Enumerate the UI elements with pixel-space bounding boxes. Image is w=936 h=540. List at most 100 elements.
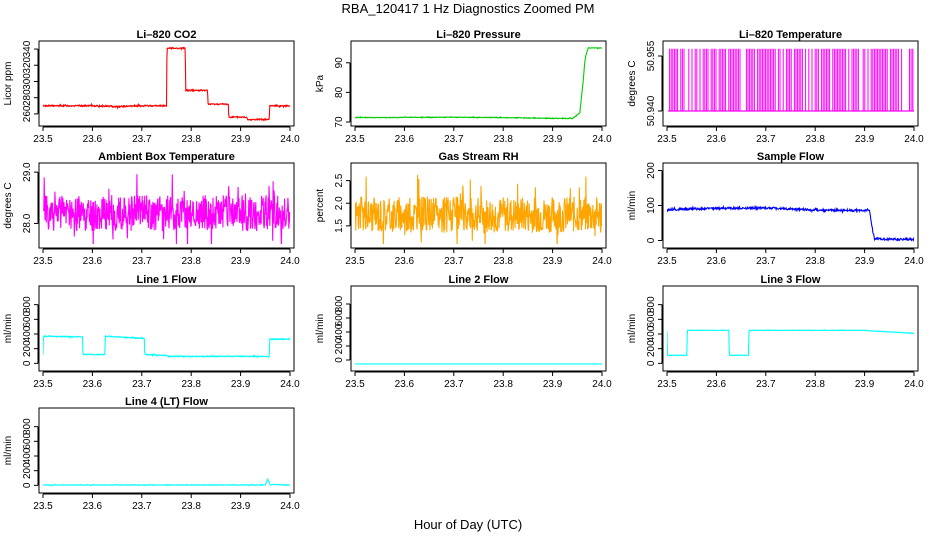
series bbox=[667, 329, 914, 357]
x-tick-label: 23.5 bbox=[33, 379, 53, 390]
y-tick-label: 28.0 bbox=[22, 213, 33, 233]
y-tick-label: 600 bbox=[22, 311, 33, 328]
y-tick-label: 0 bbox=[22, 482, 33, 488]
x-tick-label: 23.9 bbox=[231, 379, 251, 390]
chart-title: Li–820 Pressure bbox=[436, 29, 520, 41]
x-tick-label: 23.8 bbox=[181, 256, 201, 267]
x-axis: 23.5 23.6 23.7 23.8 23.9 24.0 bbox=[33, 493, 300, 512]
plot-frame bbox=[350, 285, 607, 372]
chart-title: Li–820 CO2 bbox=[137, 29, 197, 41]
chart-title: Ambient Box Temperature bbox=[98, 151, 235, 163]
y-tick-label: 200 bbox=[22, 462, 33, 479]
y-tick-label: 260 bbox=[22, 105, 33, 122]
y-tick-label: 340 bbox=[22, 40, 33, 57]
y-tick-label: 320 bbox=[22, 56, 33, 73]
x-tick-label: 23.9 bbox=[543, 379, 563, 390]
plot-frame bbox=[662, 162, 919, 249]
y-tick-label: 0 bbox=[22, 360, 33, 366]
chart-title: Line 1 Flow bbox=[137, 274, 197, 286]
x-tick-label: 23.7 bbox=[132, 379, 152, 390]
chart-title: Li–820 Temperature bbox=[739, 29, 842, 41]
y-tick-label: 800 bbox=[646, 296, 657, 313]
y-tick-label: 200 bbox=[646, 340, 657, 357]
series bbox=[355, 174, 602, 244]
x-axis: 23.5 23.6 23.7 23.8 23.9 24.0 bbox=[657, 371, 924, 390]
y-tick-label: 0 bbox=[646, 360, 657, 366]
x-axis: 23.5 23.6 23.7 23.8 23.9 24.0 bbox=[33, 248, 300, 267]
x-tick-label: 23.5 bbox=[33, 501, 53, 512]
series bbox=[667, 204, 914, 243]
x-tick-label: 23.5 bbox=[657, 379, 677, 390]
x-tick-label: 23.8 bbox=[181, 379, 201, 390]
x-tick-label: 24.0 bbox=[280, 134, 300, 145]
x-tick-label: 23.5 bbox=[345, 134, 365, 145]
x-axis: 23.5 23.6 23.7 23.8 23.9 24.0 bbox=[657, 126, 924, 145]
y-tick-label: 200 bbox=[646, 162, 657, 179]
x-tick-label: 23.6 bbox=[83, 256, 103, 267]
chart-title: Line 4 (LT) Flow bbox=[125, 396, 208, 408]
plot-frame bbox=[38, 162, 295, 249]
y-axis: 0 100 200 bbox=[646, 162, 663, 243]
y-tick-label: 0 bbox=[646, 237, 657, 243]
x-axis-label: Hour of Day (UTC) bbox=[413, 517, 523, 532]
x-tick-label: 23.5 bbox=[33, 134, 53, 145]
x-tick-label: 23.6 bbox=[707, 134, 727, 145]
axes: 23.5 23.6 23.7 23.8 23.9 24.0 0 100 200 bbox=[646, 162, 924, 267]
chart-title: Line 2 Flow bbox=[449, 274, 509, 286]
axes: 23.5 23.6 23.7 23.8 23.9 24.0 70 80 90 bbox=[334, 57, 612, 145]
x-tick-label: 24.0 bbox=[592, 256, 612, 267]
y-axis-label: degrees C bbox=[627, 60, 638, 106]
chart-1: Li–820 CO2 23.5 23.6 23.7 23.8 23.9 24.0 260280… bbox=[3, 29, 300, 145]
x-tick-label: 23.7 bbox=[444, 134, 464, 145]
plot-frame bbox=[38, 407, 295, 494]
y-tick-label: 2.0 bbox=[334, 196, 345, 210]
y-tick-label: 280 bbox=[22, 89, 33, 106]
series bbox=[43, 46, 290, 122]
x-axis: 23.5 23.6 23.7 23.8 23.9 24.0 bbox=[33, 371, 300, 390]
x-tick-label: 23.7 bbox=[132, 134, 152, 145]
x-tick-label: 23.8 bbox=[181, 501, 201, 512]
x-tick-label: 23.8 bbox=[493, 256, 513, 267]
x-axis: 23.5 23.6 23.7 23.8 23.9 24.0 bbox=[345, 371, 612, 390]
y-tick-label: 800 bbox=[22, 418, 33, 435]
x-tick-label: 23.9 bbox=[855, 379, 875, 390]
series-line bbox=[355, 174, 602, 244]
x-tick-label: 24.0 bbox=[280, 501, 300, 512]
x-tick-label: 23.9 bbox=[231, 134, 251, 145]
series bbox=[43, 334, 290, 359]
y-tick-label: 200 bbox=[22, 340, 33, 357]
plot-frame bbox=[662, 285, 919, 372]
y-tick-label: 400 bbox=[22, 447, 33, 464]
axes: 23.5 23.6 23.7 23.8 23.9 24.0 28.0 29.0 bbox=[22, 162, 300, 267]
y-tick-label: 300 bbox=[22, 73, 33, 90]
y-axis-label: ml/min bbox=[3, 436, 14, 465]
y-tick-label: 70 bbox=[334, 116, 345, 128]
series bbox=[355, 47, 602, 120]
y-axis: 1.5 2.0 2.5 bbox=[334, 173, 351, 233]
y-tick-label: 100 bbox=[646, 197, 657, 214]
y-axis-label: ml/min bbox=[315, 314, 326, 343]
plot-frame bbox=[350, 162, 607, 249]
y-axis: 70 80 90 bbox=[334, 57, 351, 128]
plot-frame bbox=[38, 40, 295, 127]
y-tick-label: 600 bbox=[646, 311, 657, 328]
y-tick-label: 29.0 bbox=[22, 162, 33, 182]
y-tick-label: 90 bbox=[334, 57, 345, 69]
x-tick-label: 23.8 bbox=[181, 134, 201, 145]
x-tick-label: 23.9 bbox=[855, 134, 875, 145]
x-tick-label: 23.9 bbox=[543, 256, 563, 267]
y-axis: 50.940 50.955 bbox=[646, 40, 663, 126]
chart-10: Line 4 (LT) Flow 23.5 23.6 23.7 23.8 23.9 24.0… bbox=[3, 396, 300, 512]
y-tick-label: 2.5 bbox=[334, 173, 345, 187]
y-tick-label: 1.5 bbox=[334, 218, 345, 232]
x-tick-label: 23.7 bbox=[756, 134, 776, 145]
y-tick-label: 400 bbox=[334, 323, 345, 340]
x-tick-label: 23.6 bbox=[83, 134, 103, 145]
x-tick-label: 23.5 bbox=[33, 256, 53, 267]
